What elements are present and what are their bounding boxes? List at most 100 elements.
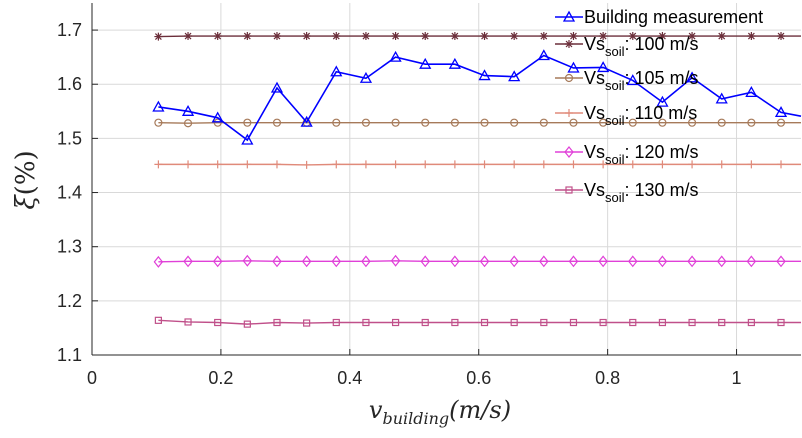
data-point: [687, 118, 697, 127]
legend-label: Vssoil: 110 m/s: [584, 103, 697, 128]
data-point: [243, 118, 252, 127]
data-point: [419, 57, 432, 69]
data-point: [657, 255, 668, 268]
data-point: [539, 255, 549, 268]
legend-marker: [565, 186, 573, 194]
data-point: [450, 118, 459, 127]
series-line: [158, 163, 801, 166]
data-point: [629, 318, 637, 327]
data-point: [777, 318, 785, 327]
data-point: [774, 106, 788, 118]
data-point: [599, 32, 608, 41]
data-point: [421, 318, 429, 327]
data-point: [509, 255, 519, 268]
legend-marker: [565, 40, 573, 48]
data-point: [212, 255, 223, 268]
data-point: [332, 160, 341, 169]
data-point: [359, 71, 373, 83]
data-point: [391, 160, 400, 169]
data-point: [777, 32, 786, 41]
data-point: [213, 160, 222, 169]
legend-item-2: Vssoil: 105 m/s: [555, 68, 699, 93]
data-point: [272, 118, 282, 127]
data-point: [154, 160, 163, 169]
x-tick-label: 0.6: [466, 368, 491, 388]
data-point: [747, 32, 756, 41]
data-point: [302, 32, 311, 41]
data-point: [301, 255, 312, 268]
series-4: [153, 254, 801, 268]
data-point: [152, 100, 165, 112]
plot-background: [92, 3, 801, 355]
x-tick-label: 0.4: [337, 368, 362, 388]
legend-marker: [564, 73, 574, 83]
data-point: [272, 32, 281, 41]
data-point: [569, 32, 578, 41]
legend: Building measurement Vssoil: 100 m/s Vssoi…: [555, 7, 763, 205]
data-point: [273, 318, 281, 327]
series-1: [154, 32, 801, 41]
data-point: [184, 318, 192, 326]
data-point: [448, 57, 461, 69]
data-point: [479, 255, 490, 268]
data-point: [241, 133, 254, 145]
data-point: [626, 74, 639, 86]
data-point: [718, 318, 726, 327]
data-point: [539, 32, 548, 41]
data-point: [214, 318, 222, 327]
data-point: [450, 160, 459, 169]
data-point: [211, 111, 224, 123]
series-0: [152, 49, 802, 145]
data-point: [717, 118, 726, 127]
data-point: [599, 318, 607, 327]
data-point: [153, 255, 164, 268]
data-point: [628, 255, 638, 268]
data-point: [361, 160, 370, 169]
grid: [91, 3, 801, 356]
data-point: [450, 32, 459, 41]
data-point: [243, 160, 252, 169]
y-tick-label: 1.5: [57, 128, 82, 148]
x-tick-label: 0.8: [595, 368, 620, 388]
data-point: [776, 255, 786, 268]
data-point: [510, 118, 519, 127]
data-point: [242, 254, 253, 267]
data-point: [715, 92, 728, 104]
x-tick-label: 0: [87, 368, 97, 388]
data-point: [599, 160, 608, 169]
data-point: [480, 32, 489, 41]
data-point: [569, 118, 578, 127]
data-point: [243, 320, 251, 328]
data-point: [599, 118, 608, 127]
data-point: [391, 118, 400, 127]
data-point: [687, 255, 697, 268]
legend-label: Vssoil: 130 m/s: [584, 180, 699, 205]
data-point: [510, 32, 519, 41]
data-point: [361, 255, 371, 268]
data-point: [539, 118, 548, 127]
data-point: [688, 32, 697, 41]
data-point: [213, 118, 222, 127]
series-line: [158, 121, 801, 124]
legend-label: Vssoil: 100 m/s: [584, 34, 699, 59]
data-point: [598, 255, 608, 268]
data-point: [510, 318, 518, 327]
series-3: [154, 160, 801, 169]
y-tick-label: 1.3: [57, 237, 82, 257]
data-point: [450, 255, 460, 268]
data-point: [537, 49, 550, 61]
data-point: [391, 318, 400, 327]
data-point: [330, 65, 343, 77]
data-point: [389, 50, 402, 62]
data-point: [716, 255, 727, 268]
data-point: [685, 71, 699, 83]
data-point: [331, 255, 342, 268]
data-point: [628, 32, 637, 41]
data-point: [747, 318, 755, 327]
data-point: [628, 160, 637, 169]
data-point: [300, 115, 313, 127]
data-point: [183, 255, 193, 268]
data-point: [451, 318, 459, 327]
data-point: [656, 95, 669, 107]
data-point: [480, 318, 489, 327]
